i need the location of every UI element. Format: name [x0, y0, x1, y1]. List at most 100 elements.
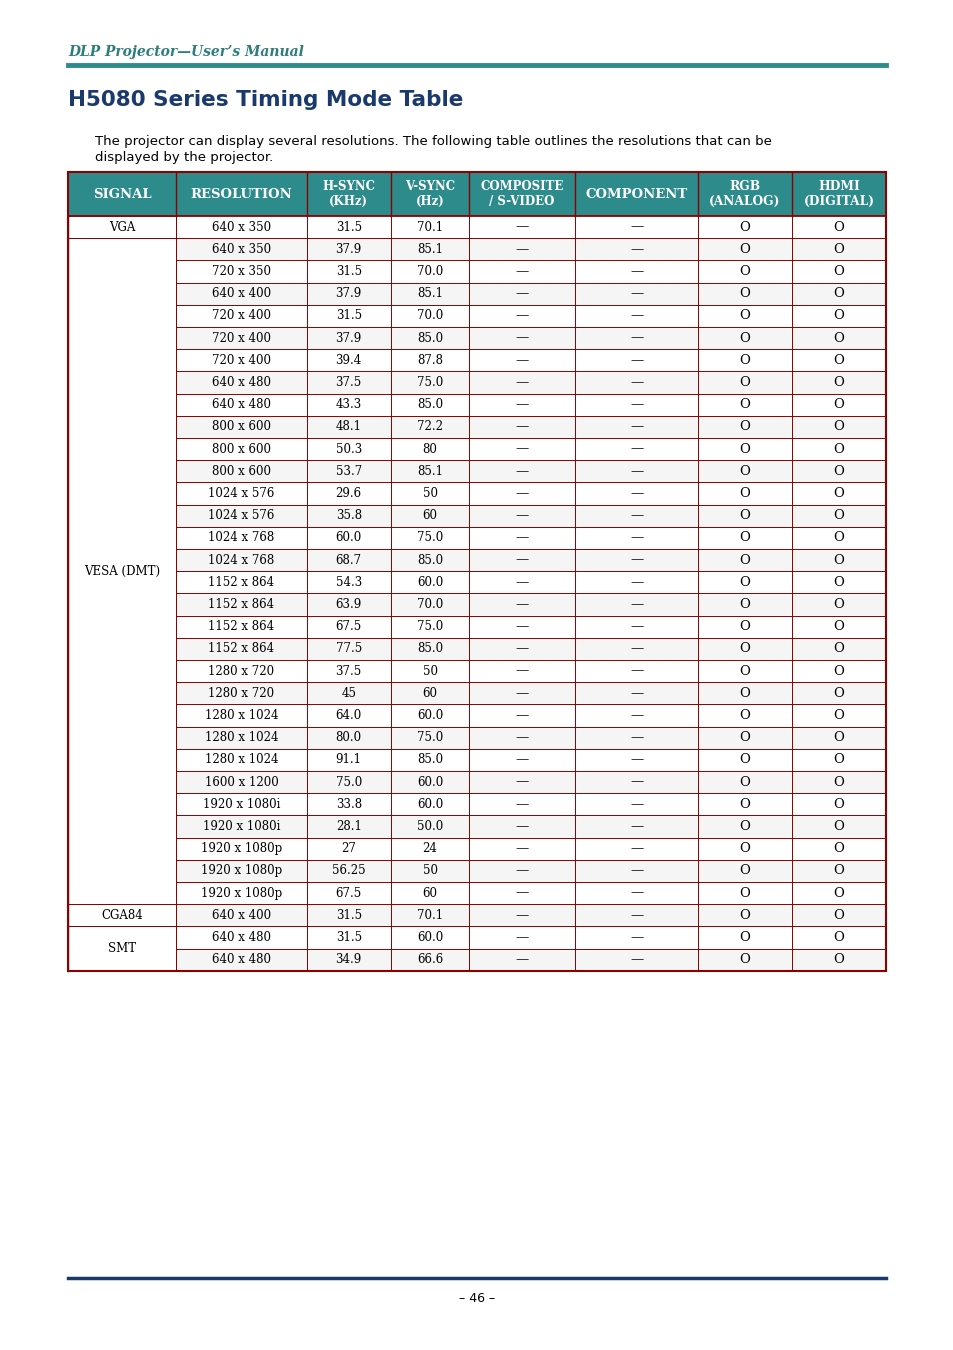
Text: —: — [515, 398, 528, 412]
Text: O: O [833, 620, 843, 633]
Text: 85.1: 85.1 [416, 243, 442, 255]
Text: 1280 x 1024: 1280 x 1024 [205, 709, 278, 722]
Text: O: O [833, 753, 843, 767]
Bar [68, 549, 885, 571]
Text: 85.0: 85.0 [416, 753, 442, 767]
Text: 70.1: 70.1 [416, 909, 442, 922]
Text: O: O [739, 443, 750, 455]
Text: O: O [739, 620, 750, 633]
Text: 70.0: 70.0 [416, 265, 443, 278]
Text: 50: 50 [422, 864, 437, 878]
Text: VESA (DMT): VESA (DMT) [84, 564, 160, 578]
Text: O: O [833, 887, 843, 899]
Text: CGA84: CGA84 [101, 909, 143, 922]
Text: —: — [629, 819, 642, 833]
Text: —: — [629, 243, 642, 255]
Bar [68, 482, 885, 505]
Text: O: O [833, 576, 843, 589]
Text: O: O [739, 554, 750, 567]
Bar [68, 860, 885, 882]
Text: 37.9: 37.9 [335, 288, 361, 300]
Text: 45: 45 [341, 687, 355, 699]
Text: O: O [833, 931, 843, 944]
Text: 31.5: 31.5 [335, 220, 361, 234]
Text: COMPOSITE: COMPOSITE [480, 180, 563, 193]
Text: —: — [629, 953, 642, 967]
Text: O: O [739, 864, 750, 878]
Text: / S-VIDEO: / S-VIDEO [489, 194, 555, 208]
Text: 720 x 400: 720 x 400 [212, 332, 271, 344]
Bar [68, 327, 885, 350]
Text: —: — [515, 598, 528, 612]
Text: 1024 x 768: 1024 x 768 [208, 554, 274, 567]
Text: 720 x 400: 720 x 400 [212, 354, 271, 367]
Text: —: — [515, 732, 528, 744]
Text: O: O [833, 554, 843, 567]
Text: 75.0: 75.0 [416, 377, 443, 389]
Text: 800 x 600: 800 x 600 [212, 464, 271, 478]
Bar [68, 371, 885, 394]
Text: O: O [739, 732, 750, 744]
Text: O: O [833, 398, 843, 412]
Text: DLP Projector—User’s Manual: DLP Projector—User’s Manual [68, 45, 304, 59]
Text: —: — [629, 354, 642, 367]
Text: —: — [515, 487, 528, 500]
Bar [68, 460, 885, 482]
Text: O: O [833, 354, 843, 367]
Text: 60: 60 [422, 887, 437, 899]
Text: O: O [833, 420, 843, 433]
Text: O: O [739, 354, 750, 367]
Text: O: O [739, 265, 750, 278]
Text: —: — [629, 554, 642, 567]
Text: —: — [629, 487, 642, 500]
Text: 87.8: 87.8 [416, 354, 442, 367]
Text: O: O [739, 643, 750, 655]
Text: 70.0: 70.0 [416, 598, 443, 612]
Text: —: — [515, 464, 528, 478]
Text: O: O [833, 377, 843, 389]
Text: O: O [833, 443, 843, 455]
Text: O: O [833, 332, 843, 344]
Text: O: O [833, 687, 843, 699]
Bar [68, 771, 885, 794]
Bar [68, 171, 885, 971]
Text: 77.5: 77.5 [335, 643, 361, 655]
Text: 1280 x 1024: 1280 x 1024 [205, 732, 278, 744]
Bar [68, 171, 885, 216]
Text: O: O [739, 398, 750, 412]
Text: 80: 80 [422, 443, 437, 455]
Text: 31.5: 31.5 [335, 909, 361, 922]
Text: O: O [739, 220, 750, 234]
Text: O: O [833, 664, 843, 678]
Text: O: O [739, 288, 750, 300]
Text: 85.0: 85.0 [416, 332, 442, 344]
Text: 640 x 480: 640 x 480 [212, 953, 271, 967]
Text: 50.3: 50.3 [335, 443, 361, 455]
Text: 70.0: 70.0 [416, 309, 443, 323]
Text: —: — [629, 842, 642, 855]
Text: O: O [739, 909, 750, 922]
Text: —: — [629, 288, 642, 300]
Text: 720 x 400: 720 x 400 [212, 309, 271, 323]
Text: —: — [515, 332, 528, 344]
Text: 1152 x 864: 1152 x 864 [208, 576, 274, 589]
Text: O: O [833, 487, 843, 500]
Text: 85.0: 85.0 [416, 554, 442, 567]
Bar [68, 726, 885, 749]
Text: O: O [833, 798, 843, 811]
Text: O: O [833, 509, 843, 522]
Text: COMPONENT: COMPONENT [585, 188, 687, 201]
Text: —: — [629, 776, 642, 788]
Bar [68, 216, 885, 238]
Bar [68, 616, 885, 637]
Bar [68, 394, 885, 416]
Text: The projector can display several resolutions. The following table outlines the : The projector can display several resolu… [95, 135, 771, 148]
Text: H-SYNC: H-SYNC [322, 180, 375, 193]
Text: —: — [515, 753, 528, 767]
Text: 54.3: 54.3 [335, 576, 361, 589]
Text: —: — [515, 576, 528, 589]
Text: —: — [629, 332, 642, 344]
Text: —: — [629, 420, 642, 433]
Text: O: O [739, 819, 750, 833]
Text: 60.0: 60.0 [416, 798, 443, 811]
